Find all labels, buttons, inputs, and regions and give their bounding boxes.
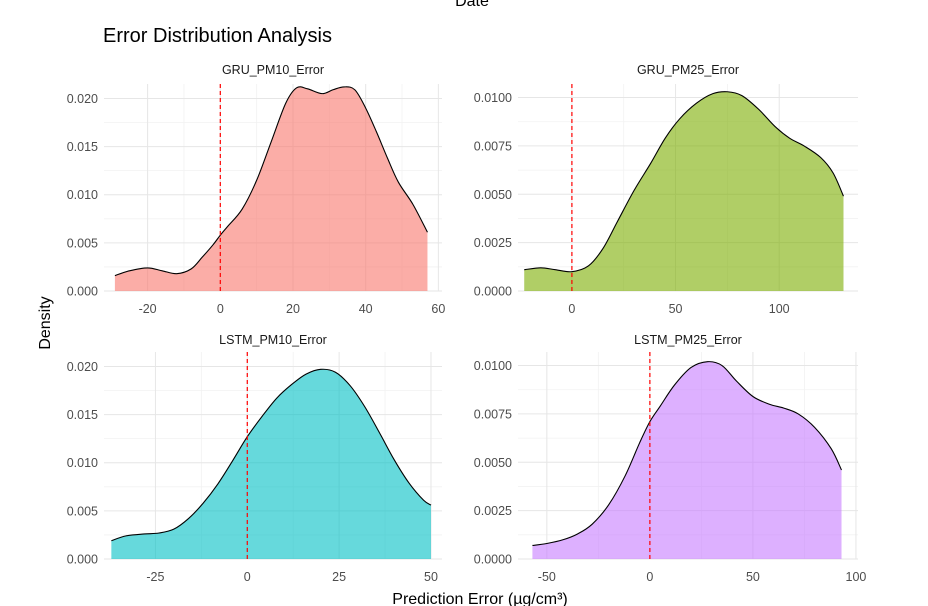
x-tick-label: -50: [538, 570, 556, 584]
panel-gru-pm10-error: 0.000 0.005 0.010 0.015 0.020 -20 0 20 40 60 GRU_P…: [67, 63, 446, 316]
density-area: [114, 86, 428, 291]
y-tick-label: 0.0000: [474, 285, 512, 299]
panel-strip-label: LSTM_PM25_Error: [634, 333, 742, 347]
y-tick-label: 0.010: [67, 456, 98, 470]
y-tick-label: 0.010: [67, 188, 98, 202]
y-axis-label: Density: [37, 296, 54, 349]
y-tick-label: 0.000: [67, 285, 98, 299]
y-tick-label: 0.0025: [474, 236, 512, 250]
panel-strip-label: GRU_PM10_Error: [222, 63, 324, 77]
x-tick-label: -25: [146, 570, 164, 584]
x-tick-label: -20: [139, 302, 157, 316]
panels: 0.000 0.005 0.010 0.015 0.020 -20 0 20 40 60 GRU_P…: [67, 63, 867, 584]
y-tick-label: 0.005: [67, 236, 98, 250]
density-curve: [111, 368, 432, 542]
y-tick-label: 0.0000: [474, 553, 512, 567]
y-tick-label: 0.0100: [474, 359, 512, 373]
x-tick-label: 0: [646, 570, 653, 584]
x-tick-label: 25: [332, 570, 346, 584]
panel-lstm-pm25-error: 0.0000 0.0025 0.0050 0.0075 0.0100 -50 0 50 100 L…: [474, 333, 867, 584]
y-tick-label: 0.0075: [474, 407, 512, 421]
x-tick-label: 0: [244, 570, 251, 584]
x-tick-label: 50: [746, 570, 760, 584]
panel-strip-label: GRU_PM25_Error: [637, 63, 739, 77]
x-tick-label: 50: [424, 570, 438, 584]
x-axis-label: Prediction Error (µg/cm³): [392, 591, 567, 606]
panel-lstm-pm10-error: 0.000 0.005 0.010 0.015 0.020 -25 0 25 50 LSTM_PM…: [67, 333, 442, 584]
panel-gru-pm25-error: 0.0000 0.0025 0.0050 0.0075 0.0100 0 50 100 GRU_…: [474, 63, 858, 316]
y-tick-label: 0.005: [67, 504, 98, 518]
x-tick-label: 100: [846, 570, 867, 584]
density-area: [111, 369, 431, 559]
y-tick-label: 0.0050: [474, 188, 512, 202]
density-area: [532, 361, 842, 559]
density-curve: [114, 86, 428, 277]
x-tick-label: 0: [217, 302, 224, 316]
y-tick-label: 0.000: [67, 553, 98, 567]
y-tick-label: 0.015: [67, 408, 98, 422]
y-tick-label: 0.0050: [474, 456, 512, 470]
panel-strip-label: LSTM_PM10_Error: [219, 333, 327, 347]
x-tick-label: 20: [286, 302, 300, 316]
density-curve: [532, 361, 843, 547]
top-clipped-label: Date: [455, 0, 489, 10]
density-curve: [524, 91, 844, 273]
y-tick-label: 0.0025: [474, 504, 512, 518]
density-area: [524, 91, 844, 291]
x-tick-label: 100: [769, 302, 790, 316]
x-tick-label: 50: [669, 302, 683, 316]
x-tick-label: 60: [431, 302, 445, 316]
y-tick-label: 0.015: [67, 140, 98, 154]
y-tick-label: 0.020: [67, 360, 98, 374]
y-tick-label: 0.0100: [474, 91, 512, 105]
chart-title: Error Distribution Analysis: [103, 25, 332, 47]
y-tick-label: 0.020: [67, 92, 98, 106]
x-tick-label: 0: [568, 302, 575, 316]
x-tick-label: 40: [359, 302, 373, 316]
y-tick-label: 0.0075: [474, 139, 512, 153]
